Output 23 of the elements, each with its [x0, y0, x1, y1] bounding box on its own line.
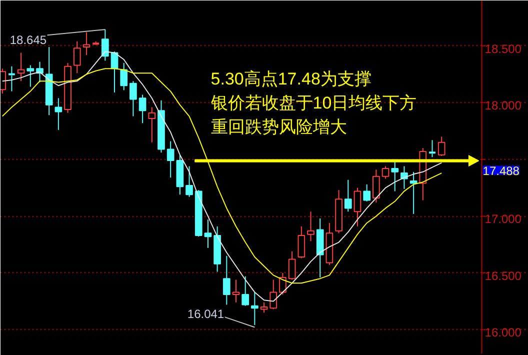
candlestick [204, 219, 212, 248]
candlestick [428, 140, 436, 158]
candlestick [222, 255, 230, 306]
candlestick [316, 218, 324, 278]
candlestick [251, 292, 258, 326]
ref-line-label: 17.488 [482, 164, 520, 178]
y-tick-label: 18.000 [484, 98, 522, 113]
candlestick [82, 32, 90, 56]
candlestick [214, 226, 221, 272]
candlestick [232, 279, 240, 303]
y-tick-label: 16.500 [484, 268, 522, 283]
annotation: 18.645 [10, 33, 47, 48]
y-tick-label: 17.000 [484, 212, 522, 226]
candlestick [54, 98, 62, 130]
y-tick-label: 18.500 [484, 42, 522, 56]
annotation: 5.30高点17.48为支撑 [210, 70, 372, 88]
annotation: 银价若收盘于10日均线下方 [210, 94, 417, 112]
y-tick-label: 16.000 [484, 326, 522, 340]
candlestick [45, 46, 53, 116]
annotation: 重回跌势风险增大 [210, 118, 347, 136]
annotation: 16.041 [187, 307, 224, 322]
candlestick [166, 140, 174, 178]
candlestick [148, 106, 156, 143]
